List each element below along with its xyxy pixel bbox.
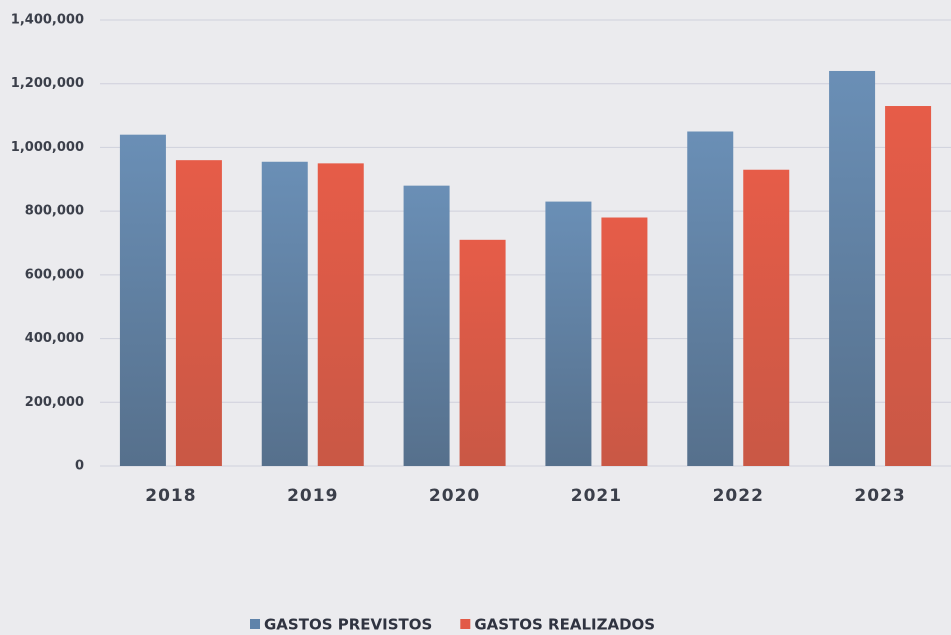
bar: [119, 134, 166, 466]
bar: [175, 160, 222, 466]
y-tick-label: 600,000: [25, 267, 84, 282]
y-tick-label: 800,000: [25, 204, 84, 219]
y-tick-label: 200,000: [25, 395, 84, 410]
bar: [743, 169, 790, 466]
legend-label: GASTOS PREVISTOS: [264, 616, 432, 634]
x-tick-label: 2020: [429, 486, 480, 506]
legend-swatch: [250, 619, 260, 629]
x-tick-label: 2021: [571, 486, 622, 506]
legend-swatch: [460, 619, 471, 629]
x-tick-label: 2023: [854, 486, 905, 506]
y-tick-label: 1,000,000: [11, 140, 84, 155]
bar: [459, 239, 506, 466]
bar: [261, 161, 308, 466]
x-tick-label: 2018: [145, 486, 196, 506]
y-tick-label: 1,400,000: [11, 13, 84, 28]
bar: [403, 185, 450, 466]
y-tick-label: 0: [75, 459, 84, 474]
bar: [601, 217, 648, 466]
bar: [687, 131, 734, 466]
y-tick-label: 1,200,000: [11, 76, 84, 91]
bar: [317, 163, 364, 466]
x-tick-label: 2022: [713, 486, 764, 506]
bar: [545, 201, 592, 467]
y-tick-label: 400,000: [25, 331, 84, 346]
x-tick-label: 2019: [287, 486, 338, 506]
legend-label: GASTOS REALIZADOS: [474, 616, 655, 634]
bar: [829, 70, 876, 466]
bar: [885, 106, 932, 466]
